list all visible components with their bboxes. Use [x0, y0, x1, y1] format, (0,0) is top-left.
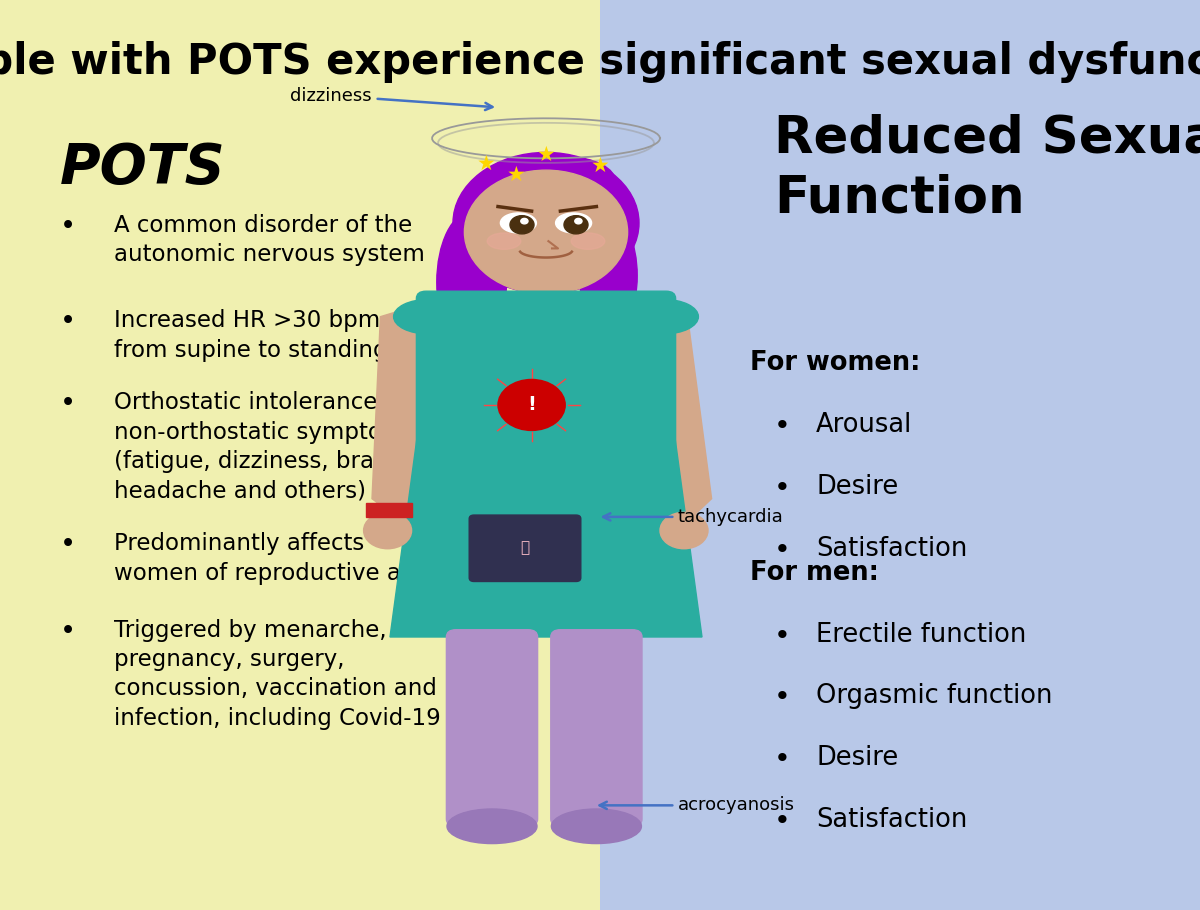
Text: •: •	[774, 474, 791, 502]
Text: A common disorder of the
autonomic nervous system: A common disorder of the autonomic nervo…	[114, 214, 425, 266]
Ellipse shape	[520, 157, 616, 207]
Polygon shape	[372, 306, 428, 521]
Text: Reduced Sexual
Function: Reduced Sexual Function	[774, 114, 1200, 224]
Bar	[0, 0, 600, 910]
Text: •: •	[774, 536, 791, 564]
Ellipse shape	[580, 215, 637, 337]
Text: POTS: POTS	[60, 141, 226, 195]
Text: For women:: For women:	[750, 350, 920, 377]
Circle shape	[521, 218, 528, 224]
Ellipse shape	[571, 233, 605, 249]
Text: •: •	[60, 532, 76, 559]
Text: Predominantly affects
women of reproductive age: Predominantly affects women of reproduct…	[114, 532, 430, 584]
Text: •: •	[774, 683, 791, 712]
FancyBboxPatch shape	[469, 515, 581, 581]
Text: •: •	[774, 807, 791, 835]
Text: Arousal: Arousal	[816, 412, 912, 439]
FancyBboxPatch shape	[551, 630, 642, 826]
FancyBboxPatch shape	[416, 291, 676, 617]
Text: People with POTS experience significant sexual dysfunction: People with POTS experience significant …	[0, 41, 1200, 83]
Text: Desire: Desire	[816, 474, 899, 501]
Circle shape	[510, 216, 534, 234]
FancyBboxPatch shape	[446, 630, 538, 826]
Ellipse shape	[552, 809, 641, 844]
Text: ★: ★	[536, 145, 556, 165]
Ellipse shape	[500, 213, 536, 233]
Ellipse shape	[556, 213, 592, 233]
Text: Erectile function: Erectile function	[816, 622, 1026, 648]
Bar	[524, 289, 568, 349]
Text: Satisfaction: Satisfaction	[816, 807, 967, 834]
Circle shape	[564, 216, 588, 234]
Text: !: !	[527, 396, 536, 414]
Text: Satisfaction: Satisfaction	[816, 536, 967, 562]
Polygon shape	[390, 371, 702, 637]
Text: •: •	[60, 619, 76, 645]
Text: dizziness: dizziness	[290, 86, 492, 110]
Text: tachycardia: tachycardia	[604, 508, 784, 526]
Circle shape	[364, 512, 412, 549]
Text: 🫁: 🫁	[520, 541, 529, 555]
Ellipse shape	[487, 233, 521, 249]
Bar	[600, 0, 1200, 910]
Ellipse shape	[454, 153, 640, 293]
Bar	[366, 503, 412, 517]
Circle shape	[575, 218, 582, 224]
Polygon shape	[654, 306, 712, 521]
Text: acrocyanosis: acrocyanosis	[600, 796, 794, 814]
Text: •: •	[60, 309, 76, 336]
Ellipse shape	[629, 299, 698, 334]
Text: •: •	[774, 622, 791, 650]
Text: Orgasmic function: Orgasmic function	[816, 683, 1052, 710]
Text: •: •	[60, 391, 76, 418]
Circle shape	[660, 512, 708, 549]
Ellipse shape	[448, 809, 538, 844]
Circle shape	[464, 170, 628, 294]
Ellipse shape	[394, 299, 463, 334]
Ellipse shape	[437, 212, 506, 352]
Text: •: •	[774, 745, 791, 774]
Text: Increased HR >30 bpm
from supine to standing: Increased HR >30 bpm from supine to stan…	[114, 309, 388, 361]
Text: ★: ★	[590, 156, 610, 176]
Circle shape	[498, 379, 565, 430]
Text: Orthostatic intolerance with
non-orthostatic symptoms
(fatigue, dizziness, brain: Orthostatic intolerance with non-orthost…	[114, 391, 446, 502]
Text: For men:: For men:	[750, 560, 878, 586]
Text: ★: ★	[476, 154, 496, 174]
Text: Triggered by menarche,
pregnancy, surgery,
concussion, vaccination and
infection: Triggered by menarche, pregnancy, surger…	[114, 619, 440, 730]
Text: Desire: Desire	[816, 745, 899, 772]
Text: ★: ★	[506, 165, 526, 185]
Text: •: •	[774, 412, 791, 440]
Text: •: •	[60, 214, 76, 240]
